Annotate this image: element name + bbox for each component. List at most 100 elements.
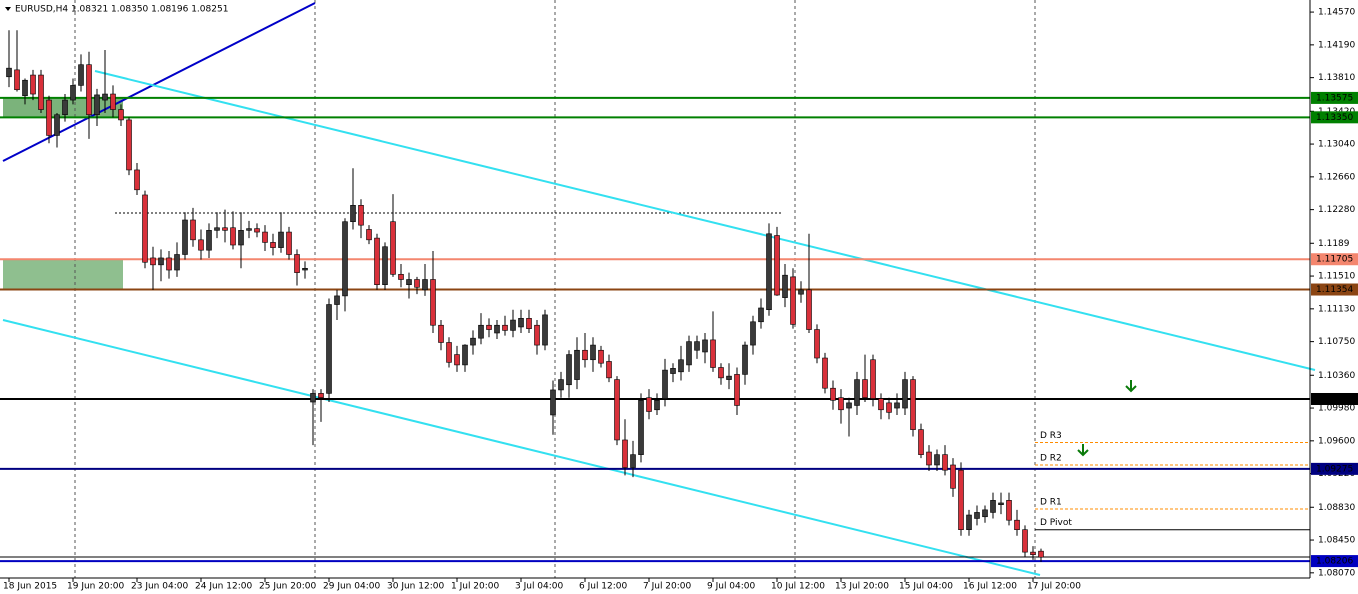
candle-body	[278, 231, 284, 248]
candle-body	[1006, 500, 1012, 521]
candle-body	[222, 227, 228, 231]
candle-body	[1038, 550, 1044, 558]
candle-body	[598, 349, 604, 364]
candle-body	[750, 321, 756, 346]
candle-body	[630, 454, 636, 468]
candle-body	[510, 319, 516, 331]
candle-body	[590, 344, 596, 361]
candle-body	[646, 397, 652, 412]
candle-body	[622, 439, 628, 468]
candle-body	[238, 230, 244, 246]
candle-body	[662, 369, 668, 399]
level-label: 1.13575	[1316, 93, 1353, 103]
candle-body	[190, 219, 196, 241]
candle-body	[774, 235, 780, 296]
level-label-bg	[1311, 253, 1358, 266]
candle-body	[966, 514, 972, 530]
candle-body	[478, 324, 484, 339]
candle-body	[166, 257, 172, 271]
candle-body	[446, 342, 452, 363]
y-tick-label: 1.12660	[1318, 172, 1355, 182]
candle-body	[566, 354, 572, 386]
level-label-bg	[1311, 392, 1358, 405]
candle-body	[14, 69, 20, 91]
candle-body	[910, 379, 916, 430]
arrow	[1125, 380, 1137, 393]
x-tick-label: 18 Jun 2015	[3, 582, 57, 592]
candle-body	[526, 318, 532, 329]
level-label-bg	[1311, 111, 1358, 124]
y-tick-label: 1.13810	[1318, 73, 1355, 83]
candle-body	[342, 221, 348, 297]
candle-body	[22, 79, 28, 97]
candle-body	[926, 451, 932, 466]
y-tick-label: 1.1189	[1318, 239, 1350, 249]
level-label: 1.08206	[1316, 557, 1353, 567]
candle-body	[30, 74, 36, 95]
candle-body	[430, 279, 436, 326]
candle-body	[78, 64, 84, 86]
chart-title: EURUSD,H4 1.08321 1.08350 1.08196 1.0825…	[15, 5, 228, 15]
candle-body	[134, 169, 140, 191]
candle-body	[678, 359, 684, 373]
candle-body	[518, 318, 524, 328]
candle-body	[998, 502, 1004, 505]
candle-body	[734, 374, 740, 406]
candle-body	[398, 274, 404, 280]
candle-body	[958, 469, 964, 530]
candle-body	[206, 230, 212, 251]
candle-body	[382, 246, 388, 285]
x-tick-label: 17 Jul 20:00	[1027, 582, 1081, 592]
candle-body	[390, 221, 396, 275]
x-tick-label: 30 Jun 12:00	[387, 582, 444, 592]
candle-body	[990, 500, 996, 513]
candle-body	[742, 344, 748, 375]
candle-body	[702, 339, 708, 353]
candle-body	[286, 231, 292, 255]
candle-body	[982, 509, 988, 518]
x-tick-label: 29 Jun 04:00	[323, 582, 380, 592]
level-label-bg	[1311, 462, 1358, 475]
candle-body	[542, 314, 548, 346]
candle-body	[486, 324, 492, 330]
candle-body	[894, 402, 900, 409]
y-tick-label: 1.13040	[1318, 140, 1355, 150]
candle-body	[246, 228, 252, 231]
candle-body	[118, 109, 124, 121]
candle-body	[974, 512, 980, 519]
candle-body	[870, 359, 876, 399]
candle-body	[462, 344, 468, 366]
candle-body	[830, 387, 836, 401]
candle-body	[822, 357, 828, 389]
candle-body	[358, 205, 364, 226]
x-tick-label: 10 Jul 12:00	[771, 582, 825, 592]
candle-body	[230, 227, 236, 246]
candle-body	[86, 64, 92, 116]
candle-body	[470, 337, 476, 346]
y-tick-label: 1.08070	[1318, 568, 1355, 578]
level-label-bg	[1311, 555, 1358, 568]
x-tick-label: 15 Jul 04:00	[899, 582, 953, 592]
candle-body	[550, 389, 556, 416]
candle-body	[158, 257, 164, 266]
candle-body	[694, 341, 700, 351]
level-label-bg	[1311, 283, 1358, 296]
candle-body	[854, 379, 860, 406]
candle-body	[254, 228, 260, 233]
pivot-label: D R1	[1040, 497, 1062, 507]
candle-body	[6, 67, 12, 78]
x-tick-label: 19 Jun 20:00	[67, 582, 124, 592]
candle-body	[806, 289, 812, 330]
x-tick-label: 9 Jul 04:00	[707, 582, 756, 592]
y-tick-label: 1.08450	[1318, 536, 1355, 546]
x-tick-label: 25 Jun 20:00	[259, 582, 316, 592]
candle-body	[414, 279, 420, 288]
y-tick-label: 1.09980	[1318, 404, 1355, 414]
candle-body	[494, 324, 500, 334]
pivot-label: D R2	[1040, 453, 1062, 463]
pivot-label: D R3	[1040, 431, 1062, 441]
candle-body	[1014, 519, 1020, 530]
candle-body	[838, 397, 844, 411]
candle-body	[758, 307, 764, 323]
